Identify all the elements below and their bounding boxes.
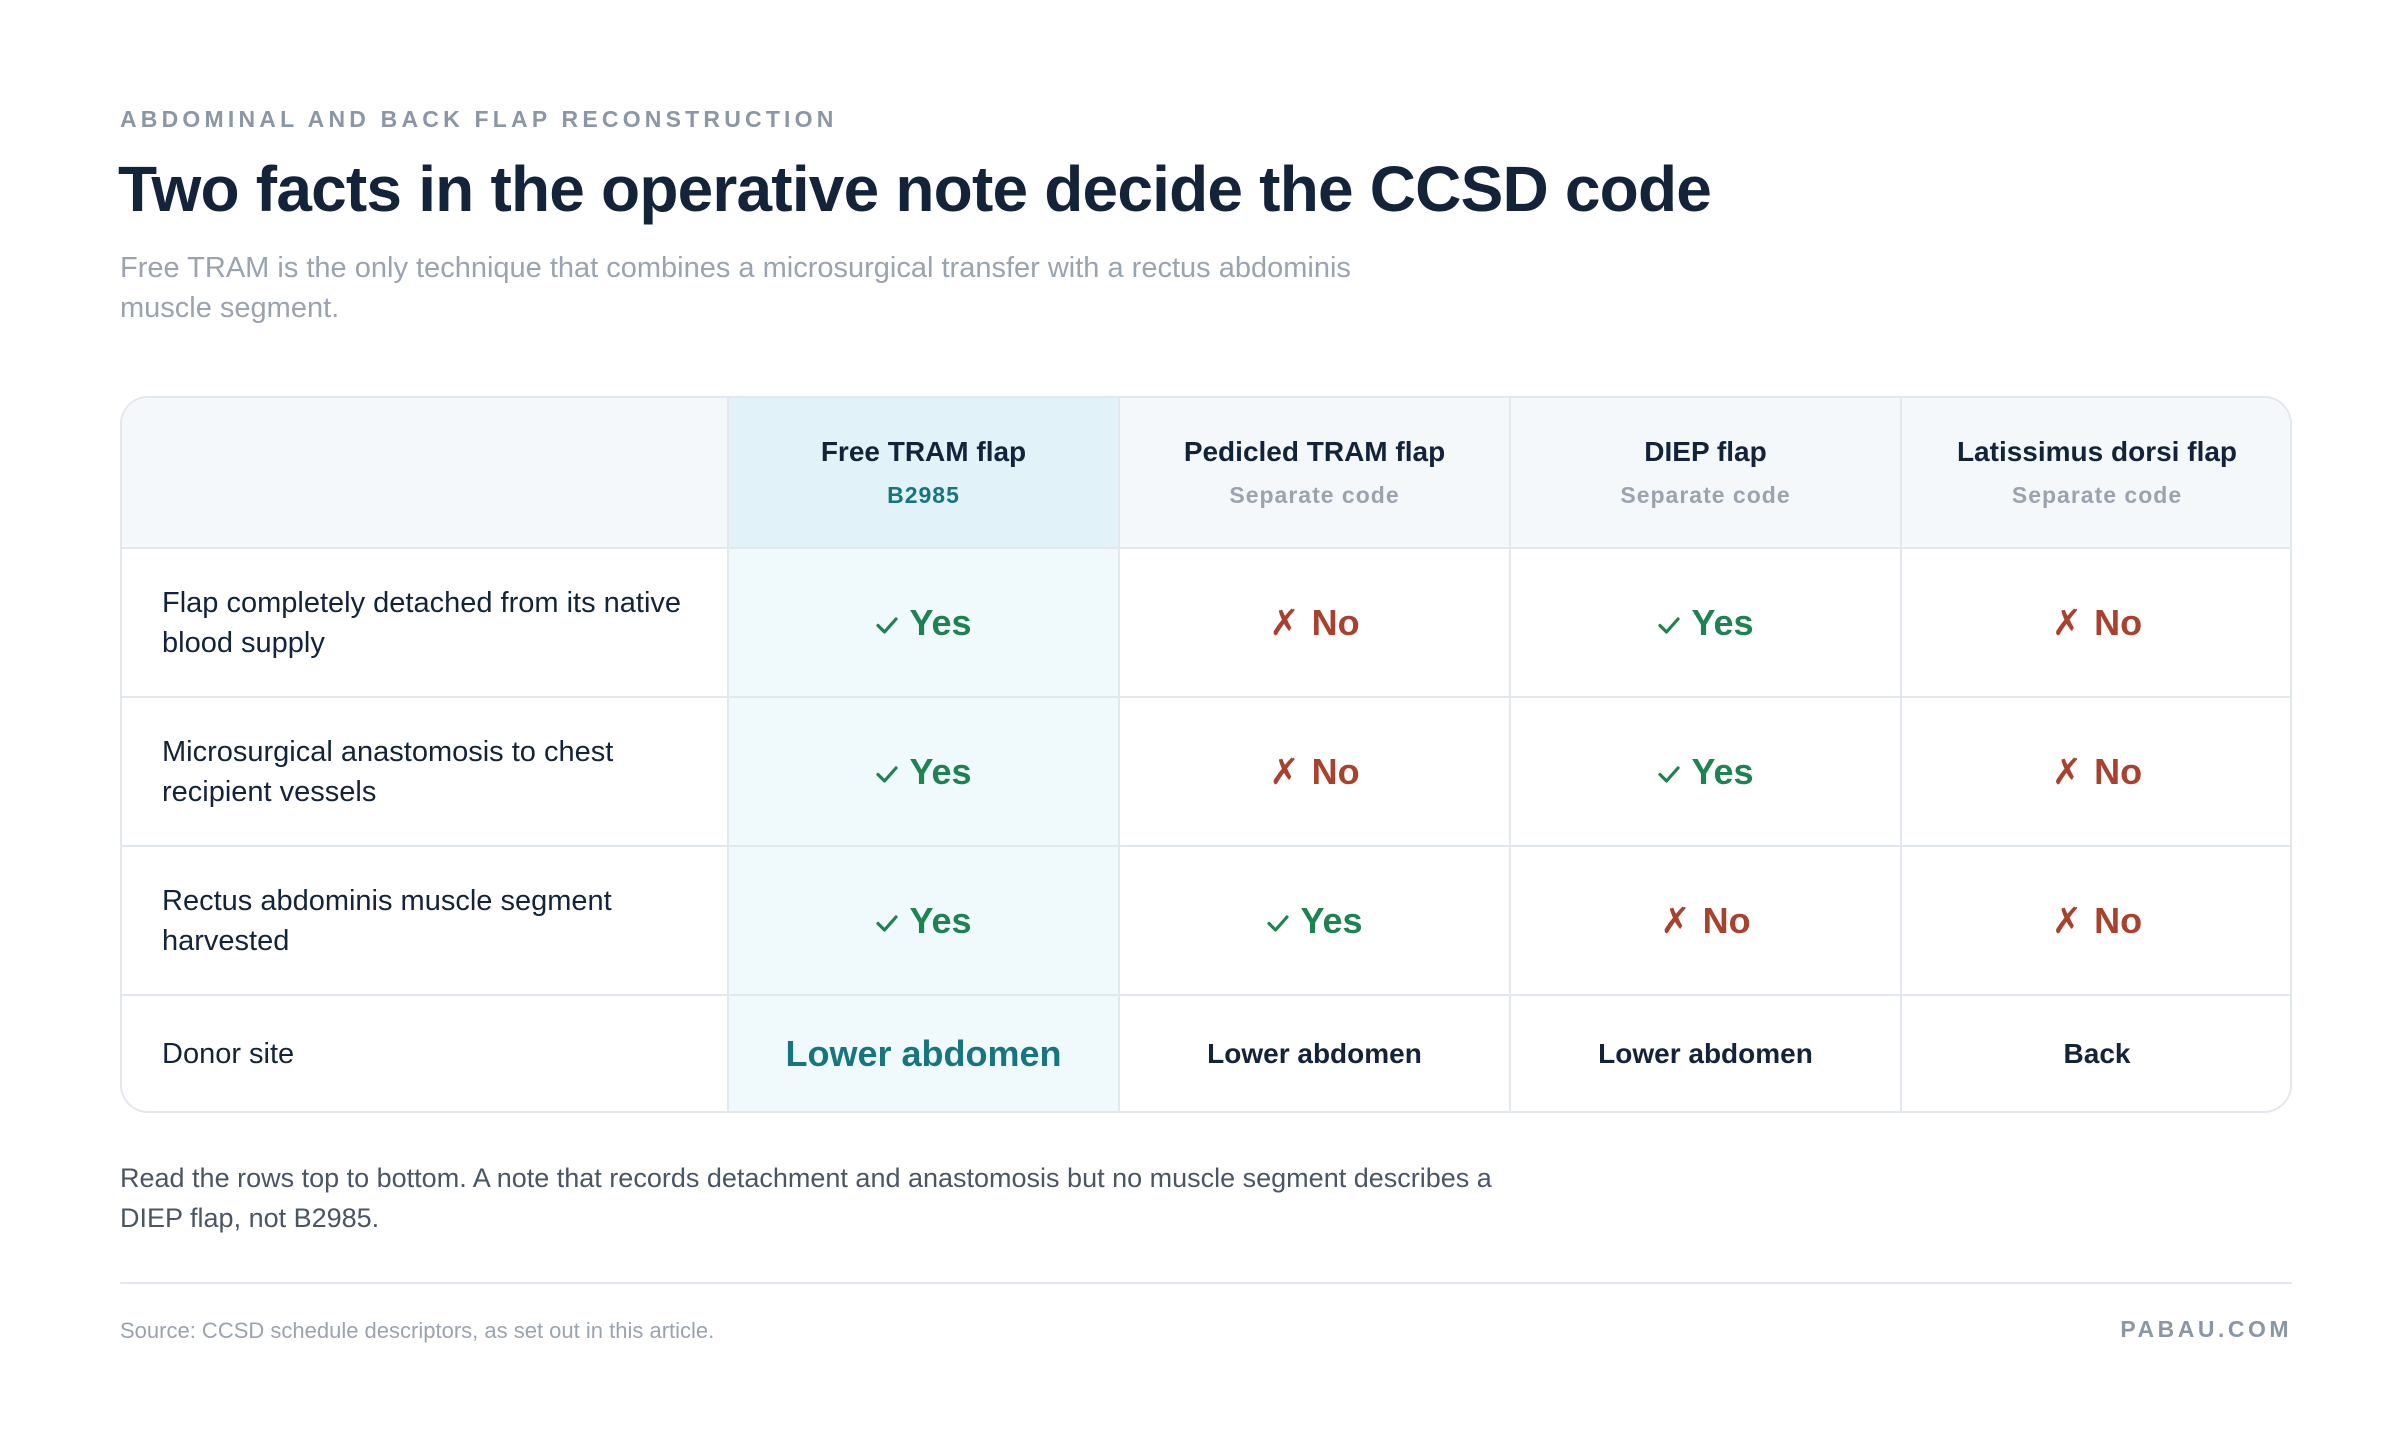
check-icon [876, 914, 899, 932]
donor-site-value: Lower abdomen [785, 1032, 1062, 1074]
donor-site-value: Lower abdomen [1598, 1037, 1813, 1069]
cross-icon: ✗ [2051, 601, 2083, 643]
no-value: ✗ No [2052, 900, 2142, 941]
yes-label: Yes [1691, 601, 1754, 643]
header-latissimus-dorsi: Latissimus dorsi flap Separate code [1901, 398, 2290, 549]
yes-label: Yes [909, 750, 972, 792]
column-name: DIEP flap [1644, 436, 1767, 467]
no-label: No [2094, 601, 2143, 643]
no-value: ✗ No [2052, 602, 2142, 643]
cross-icon: ✗ [1269, 601, 1300, 643]
table-cell: Yes [1510, 697, 1902, 847]
brand-logo-text: PABAU.COM [2120, 1316, 2292, 1342]
table-header-row: Free TRAM flap B2985 Pedicled TRAM flap … [122, 398, 2290, 549]
comparison-table: Free TRAM flap B2985 Pedicled TRAM flap … [122, 398, 2290, 1111]
no-label: No [1311, 750, 1360, 792]
column-name: Free TRAM flap [820, 436, 1027, 467]
check-icon [876, 616, 899, 634]
comparison-table-card: Free TRAM flap B2985 Pedicled TRAM flap … [120, 396, 2292, 1113]
table-cell: ✗ No [1901, 548, 2290, 698]
cross-icon: ✗ [2051, 750, 2083, 792]
check-icon [1658, 765, 1681, 783]
column-code: B2985 [887, 482, 960, 508]
footer-divider [120, 1282, 2292, 1284]
no-label: No [2094, 899, 2143, 941]
table-cell: ✗ No [1510, 846, 1902, 996]
column-code: Separate code [2011, 482, 2183, 508]
yes-value: Yes [875, 750, 972, 792]
no-label: No [1702, 899, 1751, 941]
table-cell: ✗ No [1119, 548, 1511, 698]
table-row: Donor site Lower abdomen Lower abdomen Lowe… [122, 995, 2290, 1111]
yes-label: Yes [909, 601, 972, 643]
column-name: Latissimus dorsi flap [1956, 436, 2238, 467]
table-cell: Yes [728, 846, 1120, 996]
header-corner-cell [122, 398, 729, 549]
no-value: ✗ No [2052, 751, 2142, 792]
row-label: Microsurgical anastomosis to chest recip… [122, 697, 729, 847]
footnote: Read the rows top to bottom. A note that… [120, 1163, 1492, 1233]
table-cell: Back [1901, 995, 2290, 1111]
yes-label: Yes [909, 899, 972, 941]
table-cell: ✗ No [1901, 697, 2290, 847]
table-cell: Yes [1510, 548, 1902, 698]
page-subtitle: Free TRAM is the only technique that com… [120, 252, 1351, 324]
row-label: Donor site [122, 995, 729, 1111]
yes-value: Yes [1266, 899, 1363, 941]
table-cell: Lower abdomen [1510, 995, 1902, 1111]
table-row: Rectus abdominis muscle segment harveste… [122, 846, 2290, 996]
no-value: ✗ No [1660, 900, 1750, 941]
no-label: No [1311, 601, 1360, 643]
table-cell: ✗ No [1901, 846, 2290, 996]
no-label: No [2094, 750, 2143, 792]
header-free-tram: Free TRAM flap B2985 [728, 398, 1120, 549]
donor-site-value: Lower abdomen [1207, 1037, 1422, 1069]
cross-icon: ✗ [1269, 750, 1300, 792]
table-row: Microsurgical anastomosis to chest recip… [122, 697, 2290, 847]
yes-value: Yes [1657, 601, 1754, 643]
row-label: Rectus abdominis muscle segment harveste… [122, 846, 729, 996]
column-code: Separate code [1620, 482, 1791, 508]
cross-icon: ✗ [2051, 899, 2083, 941]
check-icon [876, 765, 899, 783]
eyebrow-label: ABDOMINAL AND BACK FLAP RECONSTRUCTION [120, 106, 838, 132]
column-name: Pedicled TRAM flap [1183, 436, 1446, 467]
yes-label: Yes [1300, 899, 1363, 941]
no-value: ✗ No [1269, 751, 1359, 792]
yes-value: Yes [875, 899, 972, 941]
header-diep: DIEP flap Separate code [1510, 398, 1902, 549]
page-title: Two facts in the operative note decide t… [118, 153, 1712, 225]
cross-icon: ✗ [1660, 899, 1691, 941]
table-cell: Yes [728, 548, 1120, 698]
table-row: Flap completely detached from its native… [122, 548, 2290, 698]
table-cell: Lower abdomen [728, 995, 1120, 1111]
check-icon [1658, 616, 1681, 634]
yes-value: Yes [1657, 750, 1754, 792]
no-value: ✗ No [1269, 602, 1359, 643]
table-cell: Yes [1119, 846, 1511, 996]
check-icon [1267, 914, 1290, 932]
column-code: Separate code [1229, 482, 1400, 508]
table-cell: ✗ No [1119, 697, 1511, 847]
row-label: Flap completely detached from its native… [122, 548, 729, 698]
yes-label: Yes [1691, 750, 1754, 792]
header-pedicled-tram: Pedicled TRAM flap Separate code [1119, 398, 1511, 549]
source-note: Source: CCSD schedule descriptors, as se… [120, 1318, 715, 1343]
table-cell: Lower abdomen [1119, 995, 1511, 1111]
donor-site-value: Back [2063, 1037, 2131, 1069]
yes-value: Yes [875, 601, 972, 643]
table-cell: Yes [728, 697, 1120, 847]
